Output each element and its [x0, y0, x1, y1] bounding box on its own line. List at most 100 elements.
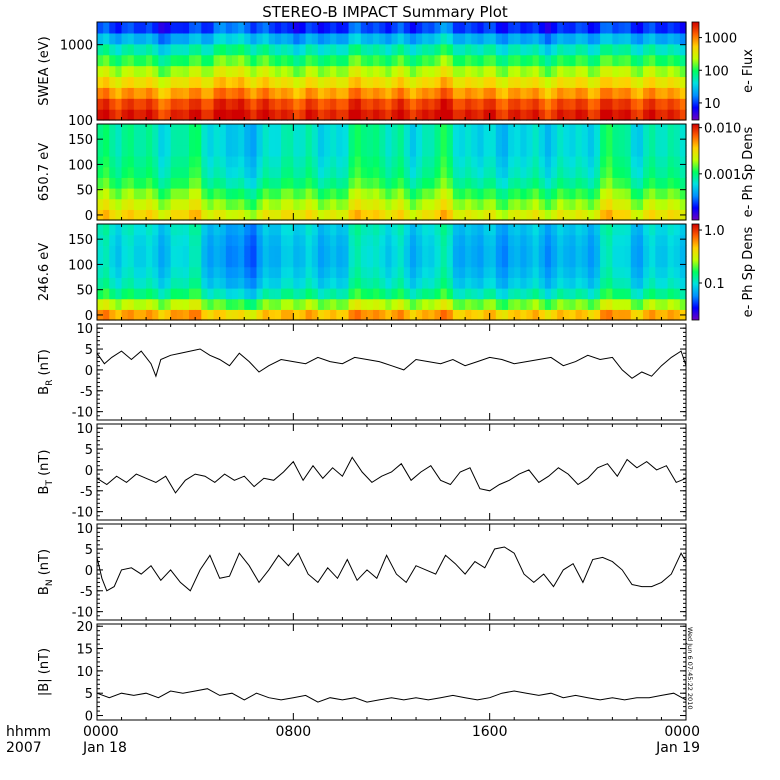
spectrogram-cell — [661, 188, 669, 200]
spectrogram-cell — [115, 266, 123, 278]
spectrogram-cell — [403, 277, 411, 289]
spectrogram-cell — [440, 109, 448, 121]
spectrogram-cell — [385, 188, 393, 200]
spectrogram-cell — [268, 209, 276, 221]
spectrogram-cell — [305, 309, 313, 321]
spectrogram-cell — [452, 54, 460, 67]
spectrogram-cell — [673, 98, 681, 110]
spectrogram-cell — [164, 298, 172, 310]
spectrogram-cell — [569, 156, 577, 168]
spectrogram-cell — [195, 224, 202, 236]
spectrogram-cell — [514, 209, 521, 221]
spectrogram-cell — [121, 188, 129, 200]
spectrogram-cell — [532, 198, 540, 210]
spectrogram-cell — [655, 156, 663, 168]
spectrogram-cell — [189, 156, 196, 168]
spectrogram-cell — [121, 109, 129, 121]
spectrogram-cell — [403, 124, 411, 136]
spectrogram-cell — [551, 234, 558, 246]
spectrogram-cell — [176, 198, 184, 210]
spectrogram-cell — [274, 224, 282, 236]
spectrogram-cell — [385, 298, 393, 310]
spectrogram-cell — [139, 76, 147, 88]
spectrogram-cell — [495, 277, 503, 289]
spectrogram-cell — [679, 256, 687, 268]
spectrogram-cell — [538, 177, 546, 189]
spectrogram-cell — [152, 166, 159, 178]
spectrogram-cell — [661, 54, 669, 67]
spectrogram-cell — [336, 22, 344, 34]
spectrogram-cell — [618, 134, 626, 146]
spectrogram-cell — [139, 256, 147, 268]
spectrogram-cell — [458, 256, 466, 268]
spectrogram-cell — [655, 266, 663, 278]
spectrogram-cell — [268, 134, 276, 146]
spectrogram-cell — [281, 209, 288, 221]
spectrogram-cell — [121, 266, 129, 278]
spectrogram-cell — [600, 309, 607, 321]
spectrogram-cell — [563, 177, 571, 189]
spectrogram-cell — [293, 124, 301, 136]
spectrogram-cell — [483, 288, 491, 300]
spectrogram-cell — [600, 224, 607, 236]
spectrogram-cell — [624, 309, 632, 321]
spectrogram-cell — [458, 198, 466, 210]
spectrogram-cell — [489, 124, 497, 136]
spectrogram-cell — [176, 288, 184, 300]
spectrogram-cell — [575, 277, 583, 289]
spectrogram-cell — [213, 166, 221, 178]
spectrogram-cell — [189, 298, 196, 310]
spectrogram-cell — [465, 224, 472, 236]
spectrogram-cell — [606, 156, 613, 168]
spectrogram-cell — [238, 65, 245, 78]
spectrogram-cell — [434, 256, 442, 268]
spectrogram-cell — [139, 109, 147, 121]
spectrogram-cell — [661, 124, 669, 136]
spectrogram-cell — [538, 98, 546, 110]
spectrogram-cell — [532, 234, 540, 246]
spectrogram-cell — [563, 65, 571, 78]
spectrogram-cell — [434, 277, 442, 289]
spectrogram-cell — [182, 166, 190, 178]
spectrogram-cell — [520, 54, 528, 67]
spectrogram-cell — [557, 124, 564, 136]
spectrogram-cell — [231, 32, 239, 45]
spectrogram-cell — [655, 145, 663, 157]
y-tick-label: 50 — [76, 184, 93, 199]
spectrogram-cell — [495, 288, 503, 300]
spectrogram-cell — [207, 224, 215, 236]
spectrogram-cell — [655, 43, 663, 56]
spectrogram-cell — [569, 177, 577, 189]
y-axis-label-main: B — [37, 586, 52, 595]
spectrogram-cell — [287, 224, 294, 236]
spectrogram-cell — [103, 134, 110, 146]
spectrogram-cell — [342, 43, 350, 56]
spectrogram-cell — [311, 109, 319, 121]
spectrogram-cell — [219, 224, 227, 236]
spectrogram-cell — [121, 224, 129, 236]
spectrogram-cell — [207, 145, 215, 157]
spectrogram-cell — [514, 234, 521, 246]
spectrogram-cell — [133, 298, 141, 310]
spectrogram-cell — [182, 288, 190, 300]
spectrogram-cell — [182, 256, 190, 268]
spectrogram-cell — [360, 76, 368, 88]
spectrogram-cell — [440, 32, 448, 45]
spectrogram-cell — [127, 309, 135, 321]
spectrogram-cell — [238, 124, 245, 136]
spectrogram-cell — [575, 22, 583, 34]
spectrogram-cell — [581, 224, 589, 236]
spectrogram-cell — [514, 256, 521, 268]
spectrogram-cell — [636, 198, 644, 210]
spectrogram-cell — [409, 245, 417, 257]
spectrogram-cell — [532, 209, 540, 221]
spectrogram-cell — [139, 98, 147, 110]
spectrogram-cell — [403, 256, 411, 268]
spectrogram-cell — [409, 188, 417, 200]
spectrogram-cell — [287, 266, 294, 278]
spectrogram-cell — [551, 87, 558, 99]
spectrogram-cell — [293, 234, 301, 246]
spectrogram-cell — [342, 288, 350, 300]
spectrogram-cell — [250, 266, 258, 278]
spectrogram-cell — [305, 32, 313, 45]
